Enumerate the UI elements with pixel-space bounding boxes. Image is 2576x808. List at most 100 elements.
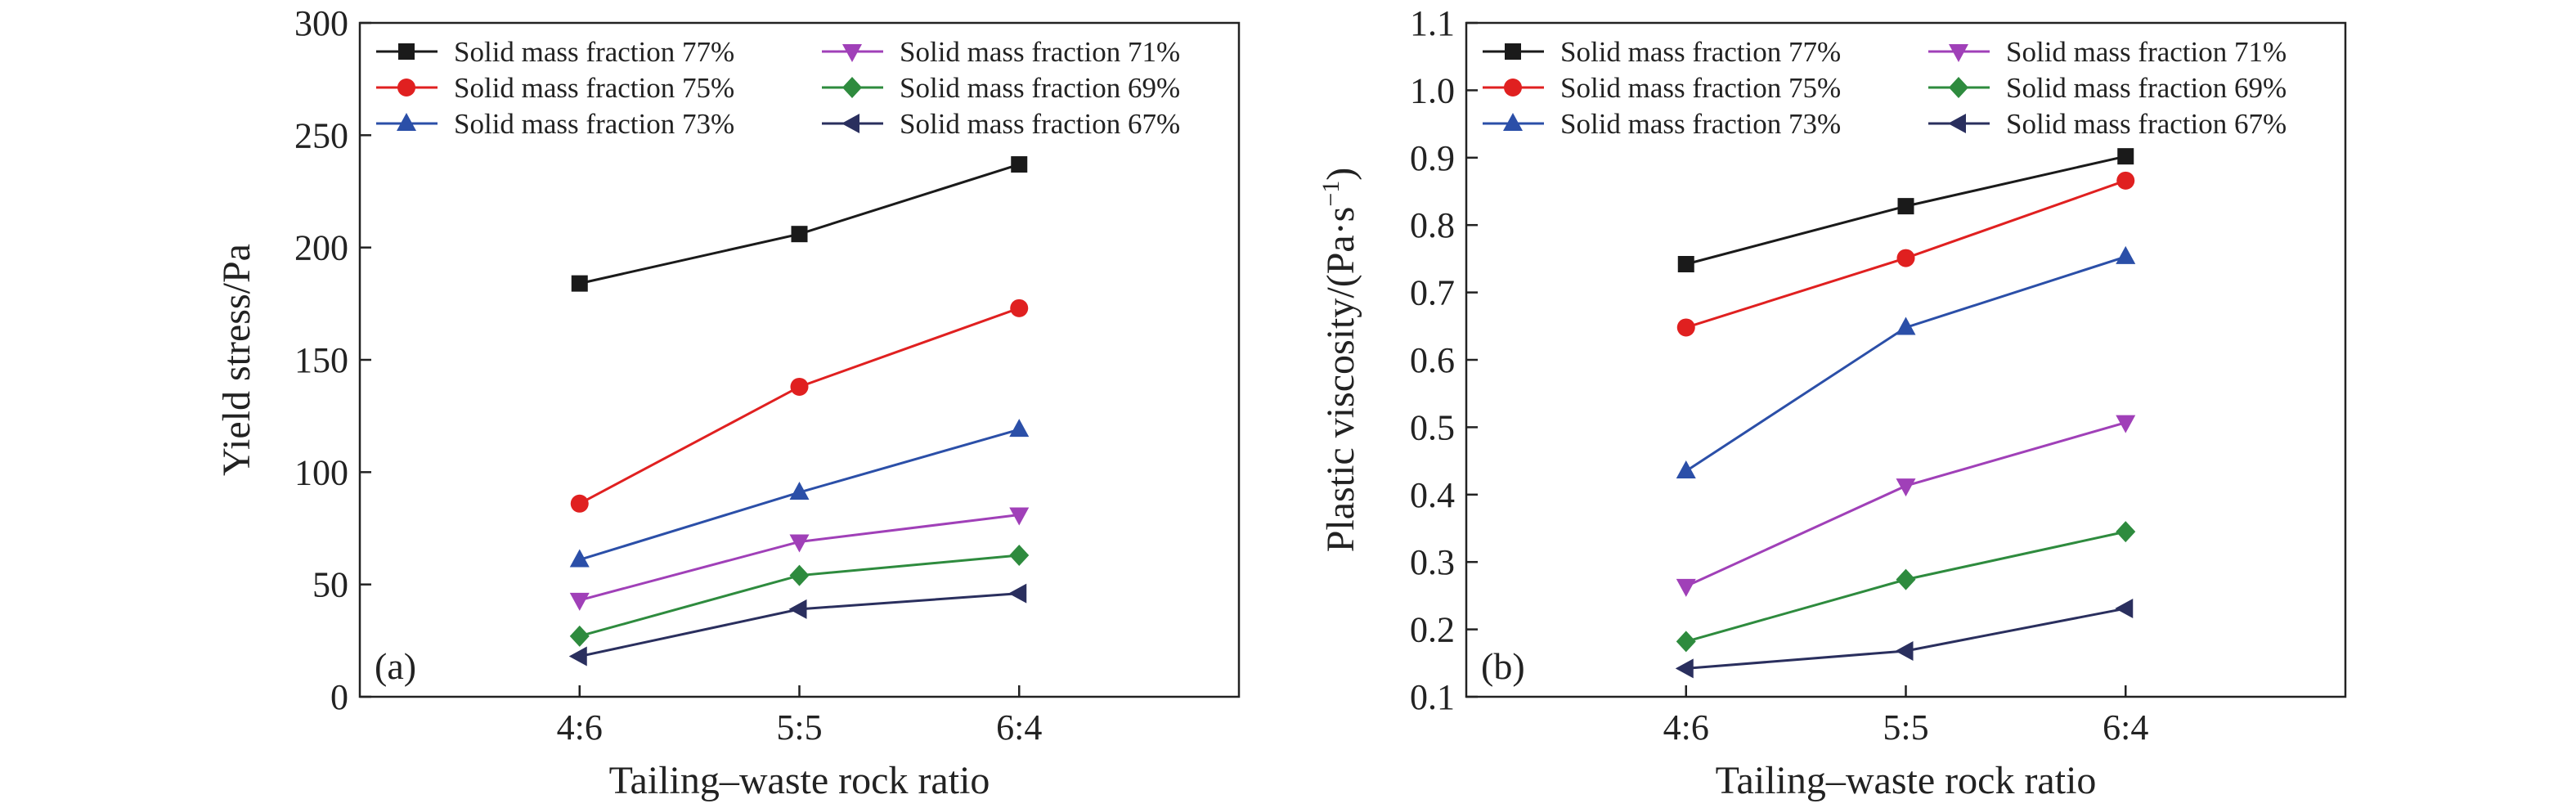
- series-6: [568, 583, 1027, 667]
- legend-item: Solid mass fraction 75%: [376, 72, 734, 104]
- legend-item: Solid mass fraction 73%: [1483, 108, 1841, 140]
- data-point: [1676, 578, 1696, 597]
- data-point: [1896, 568, 1916, 590]
- x-tick-label: 5:5: [1883, 707, 1928, 747]
- y-tick-label: 0: [330, 677, 348, 717]
- data-point: [571, 275, 588, 292]
- series-line: [1685, 421, 2126, 588]
- data-point: [1008, 583, 1027, 604]
- data-point: [1009, 419, 1030, 438]
- series-line: [579, 514, 1020, 602]
- y-tick-label: 0.9: [1410, 138, 1455, 178]
- data-point: [789, 564, 810, 586]
- series-1: [1677, 148, 2134, 272]
- x-axis-label: Tailing–waste rock ratio: [609, 759, 990, 802]
- legend-marker: [1949, 77, 1968, 98]
- legend-marker: [397, 113, 416, 131]
- legend-item: Solid mass fraction 73%: [376, 108, 734, 140]
- series-line: [579, 163, 1020, 285]
- data-point: [1676, 460, 1696, 478]
- series-line: [1685, 607, 2126, 670]
- x-tick-label: 4:6: [557, 707, 603, 747]
- data-point: [569, 549, 590, 568]
- legend-label: Solid mass fraction 67%: [2006, 108, 2287, 140]
- panel-label: (b): [1481, 645, 1525, 687]
- x-axis-label: Tailing–waste rock ratio: [1716, 759, 2097, 802]
- y-tick-label: 1.0: [1410, 70, 1455, 110]
- chart-panel-b: 0.1 0.2 0.3 0.4 0.5 0.6 0.7 0.8 0.9 1.0 1.1 4:6 5:5 6…: [1317, 3, 2347, 802]
- data-point: [1675, 658, 1694, 679]
- legend-label: Solid mass fraction 77%: [454, 36, 734, 68]
- data-point: [1009, 507, 1030, 526]
- legend-label: Solid mass fraction 71%: [2006, 36, 2287, 68]
- data-point: [1896, 249, 1915, 267]
- legend-item: Solid mass fraction 71%: [1928, 36, 2287, 68]
- series-6: [1675, 599, 2134, 679]
- data-point: [789, 482, 810, 501]
- legend-item: Solid mass fraction 71%: [822, 36, 1180, 68]
- data-point: [1896, 478, 1916, 497]
- data-point: [1676, 631, 1696, 653]
- chart-panel-a: 0 50 100 150 200 250 300 4:6 5:5 6:4Tailing–waste…: [215, 3, 1241, 802]
- data-point: [1010, 299, 1029, 317]
- legend-item: Solid mass fraction 69%: [1928, 72, 2287, 104]
- y-axis-label: Plastic viscosity/(Pa·s−1): [1317, 168, 1362, 553]
- legend-label: Solid mass fraction 67%: [900, 108, 1180, 140]
- y-tick-label: 0.7: [1410, 273, 1455, 313]
- data-point: [791, 226, 808, 243]
- legend-item: Solid mass fraction 77%: [1483, 36, 1841, 68]
- series-line: [579, 592, 1020, 658]
- x-tick-label: 6:4: [2103, 707, 2148, 747]
- legend-item: Solid mass fraction 69%: [822, 72, 1180, 104]
- data-point: [1009, 544, 1030, 566]
- legend-label: Solid mass fraction 71%: [900, 36, 1180, 68]
- legend-item: Solid mass fraction 67%: [1928, 108, 2287, 140]
- x-tick-label: 6:4: [996, 707, 1042, 747]
- y-tick-label: 0.3: [1410, 542, 1455, 582]
- data-point: [2116, 245, 2136, 264]
- data-point: [2116, 415, 2136, 433]
- y-tick-label: 0.8: [1410, 205, 1455, 245]
- series-1: [571, 156, 1028, 292]
- y-tick-label: 0.6: [1410, 340, 1455, 380]
- y-tick-label: 200: [294, 228, 348, 268]
- data-point: [2117, 148, 2134, 165]
- y-tick-label: 0.1: [1410, 677, 1455, 717]
- legend-marker: [842, 77, 862, 98]
- y-tick-label: 1.1: [1410, 3, 1455, 43]
- legend-label: Solid mass fraction 69%: [2006, 72, 2287, 104]
- series-line: [1685, 255, 2126, 473]
- legend-label: Solid mass fraction 75%: [1560, 72, 1841, 104]
- data-point: [1895, 640, 1914, 661]
- y-tick-label: 0.2: [1410, 610, 1455, 650]
- legend-marker: [1503, 113, 1523, 131]
- series-line: [579, 307, 1020, 505]
- series-4: [569, 507, 1030, 611]
- series-2: [570, 299, 1029, 513]
- data-point: [1896, 316, 1916, 335]
- series-2: [1676, 171, 2135, 337]
- legend-label: Solid mass fraction 69%: [900, 72, 1180, 104]
- legend-label: Solid mass fraction 73%: [1560, 108, 1841, 140]
- data-point: [1677, 255, 1694, 272]
- y-tick-label: 250: [294, 115, 348, 155]
- x-tick-label: 5:5: [776, 707, 822, 747]
- legend-marker: [842, 44, 862, 62]
- series-5: [1676, 521, 2136, 653]
- data-point: [790, 377, 809, 396]
- legend-label: Solid mass fraction 75%: [454, 72, 734, 104]
- data-point: [1011, 156, 1028, 173]
- data-point: [569, 592, 590, 611]
- legend-marker: [397, 79, 415, 97]
- data-point: [1897, 198, 1914, 215]
- y-tick-label: 150: [294, 340, 348, 380]
- legend-marker: [841, 114, 859, 133]
- y-tick-label: 0.5: [1410, 407, 1455, 447]
- legend-marker: [1949, 44, 1968, 62]
- data-point: [789, 534, 810, 553]
- series-3: [569, 419, 1030, 568]
- legend-item: Solid mass fraction 75%: [1483, 72, 1841, 104]
- y-tick-label: 300: [294, 3, 348, 43]
- legend-label: Solid mass fraction 73%: [454, 108, 734, 140]
